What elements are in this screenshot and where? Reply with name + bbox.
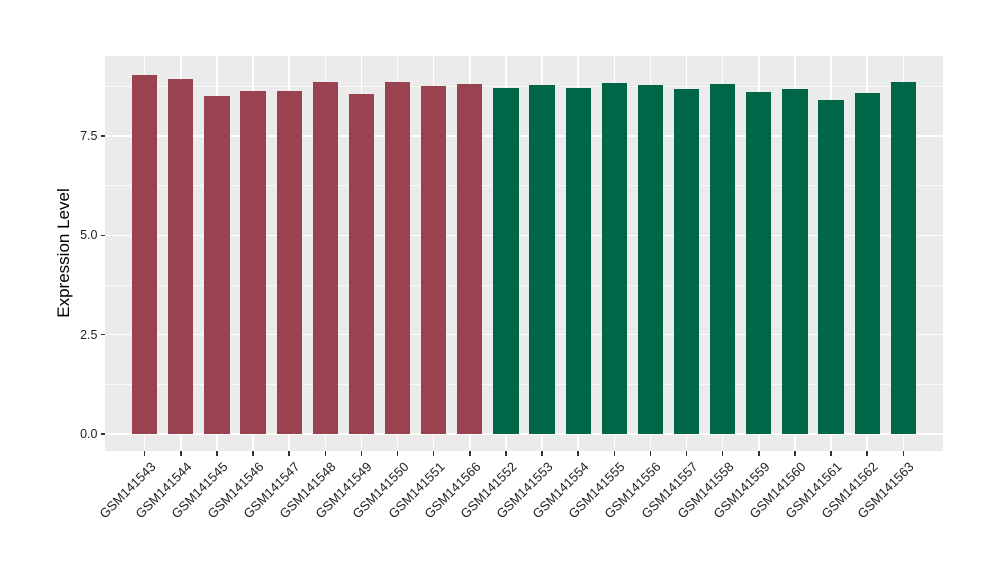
- x-tick-mark: [721, 451, 724, 456]
- bar-GSM141544: [168, 78, 194, 434]
- bar-GSM141552: [493, 88, 519, 434]
- y-tick-label-7.5: 7.5: [80, 129, 98, 144]
- y-tick-mark: [100, 234, 105, 237]
- x-tick-mark: [252, 451, 254, 456]
- bar-GSM141549: [348, 93, 375, 434]
- bar-GSM141550: [384, 82, 411, 434]
- x-tick-mark: [830, 451, 832, 456]
- bar-GSM141543: [132, 74, 158, 434]
- y-tick-label-2.5: 2.5: [80, 327, 98, 342]
- minor-gridline: [105, 185, 943, 187]
- major-gridline: [105, 433, 943, 435]
- bar-GSM141553: [529, 85, 555, 434]
- x-tick-mark: [866, 451, 868, 456]
- x-tick-mark: [758, 451, 760, 456]
- y-axis-title: Expression Level: [54, 188, 73, 318]
- bar-GSM141555: [601, 82, 627, 434]
- y-tick-mark: [100, 333, 105, 336]
- x-tick-mark: [649, 451, 652, 456]
- x-tick-mark: [505, 451, 507, 456]
- bar-GSM141551: [421, 86, 447, 434]
- y-tick-label-5.0: 5.0: [80, 228, 98, 243]
- x-tick-mark: [902, 451, 905, 456]
- x-tick-mark: [469, 451, 471, 456]
- x-tick-mark: [613, 451, 616, 456]
- bar-GSM141554: [565, 88, 591, 434]
- x-tick-mark: [360, 451, 363, 456]
- panel-background: [105, 56, 943, 451]
- x-tick-mark: [685, 451, 688, 456]
- x-tick-mark: [396, 451, 399, 456]
- bar-GSM141545: [204, 95, 230, 434]
- x-tick-mark: [324, 451, 327, 456]
- bar-GSM141559: [746, 92, 772, 434]
- x-tick-mark: [288, 451, 290, 456]
- x-tick-mark: [577, 451, 579, 456]
- y-tick-label-0.0: 0.0: [80, 427, 98, 441]
- bar-GSM141562: [854, 92, 880, 434]
- bar-GSM141556: [637, 84, 664, 434]
- bar-GSM141558: [710, 84, 736, 434]
- bar-GSM141566: [457, 83, 483, 434]
- major-gridline: [105, 135, 943, 137]
- minor-gridline: [105, 85, 943, 87]
- minor-gridline: [105, 284, 943, 286]
- bar-GSM141561: [818, 99, 844, 434]
- bar-GSM141548: [312, 81, 338, 434]
- minor-gridline: [105, 383, 943, 385]
- x-tick-mark: [541, 451, 543, 456]
- bar-GSM141563: [890, 81, 916, 434]
- y-tick-mark: [100, 135, 105, 137]
- x-tick-mark: [216, 451, 218, 456]
- major-gridline: [105, 333, 943, 336]
- bar-GSM141560: [782, 88, 808, 434]
- x-tick-mark: [143, 451, 146, 456]
- x-tick-mark: [794, 451, 796, 456]
- x-tick-mark: [180, 451, 182, 456]
- x-tick-mark: [432, 451, 435, 456]
- bar-GSM141547: [276, 91, 302, 434]
- plot-panel: [105, 56, 943, 451]
- y-tick-mark: [100, 433, 105, 435]
- major-gridline: [105, 234, 943, 237]
- bar-GSM141546: [240, 91, 266, 434]
- bar-GSM141557: [673, 89, 700, 434]
